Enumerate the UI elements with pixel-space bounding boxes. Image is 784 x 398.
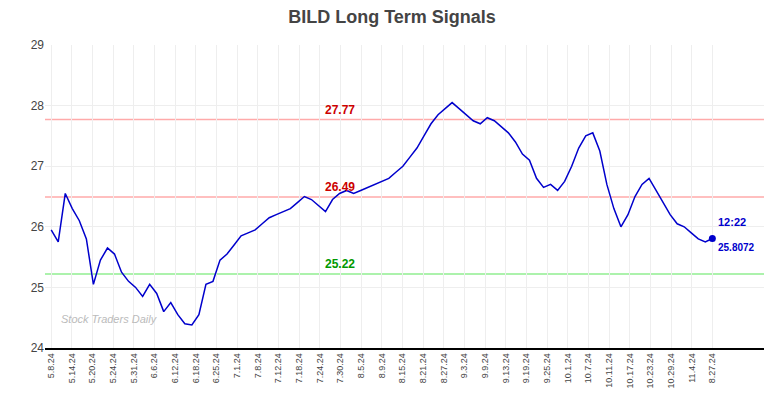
svg-text:8.9.24: 8.9.24 — [377, 353, 387, 378]
svg-text:5.8.24: 5.8.24 — [46, 353, 56, 378]
svg-text:24: 24 — [31, 341, 45, 355]
svg-text:6.12.24: 6.12.24 — [170, 353, 180, 383]
svg-text:10.17.24: 10.17.24 — [625, 353, 635, 388]
svg-text:25.8072: 25.8072 — [718, 242, 755, 253]
svg-text:9.3.24: 9.3.24 — [459, 353, 469, 378]
svg-text:5.31.24: 5.31.24 — [129, 353, 139, 383]
svg-text:Stock Traders Daily: Stock Traders Daily — [61, 313, 158, 325]
svg-text:7.18.24: 7.18.24 — [294, 353, 304, 383]
svg-text:6.18.24: 6.18.24 — [191, 353, 201, 383]
svg-text:BILD Long Term Signals: BILD Long Term Signals — [288, 7, 496, 27]
svg-text:8.27.24: 8.27.24 — [707, 353, 717, 383]
svg-text:28: 28 — [31, 99, 45, 113]
svg-text:26: 26 — [31, 220, 45, 234]
svg-text:25.22: 25.22 — [325, 257, 355, 271]
svg-text:5.20.24: 5.20.24 — [87, 353, 97, 383]
svg-text:9.25.24: 9.25.24 — [542, 353, 552, 383]
svg-text:7.30.24: 7.30.24 — [335, 353, 345, 383]
svg-text:5.14.24: 5.14.24 — [67, 353, 77, 383]
svg-text:27: 27 — [31, 159, 45, 173]
svg-text:10.7.24: 10.7.24 — [583, 353, 593, 383]
svg-text:29: 29 — [31, 38, 45, 52]
svg-text:9.19.24: 9.19.24 — [521, 353, 531, 383]
svg-text:7.1.24: 7.1.24 — [232, 353, 242, 378]
svg-text:6.25.24: 6.25.24 — [211, 353, 221, 383]
svg-text:7.8.24: 7.8.24 — [253, 353, 263, 378]
svg-text:8.27.24: 8.27.24 — [439, 353, 449, 383]
svg-text:9.13.24: 9.13.24 — [501, 353, 511, 383]
svg-text:5.24.24: 5.24.24 — [108, 353, 118, 383]
svg-text:8.15.24: 8.15.24 — [397, 353, 407, 383]
svg-text:27.77: 27.77 — [325, 103, 355, 117]
svg-text:12:22: 12:22 — [718, 216, 746, 228]
svg-text:10.29.24: 10.29.24 — [666, 353, 676, 388]
svg-text:9.9.24: 9.9.24 — [480, 353, 490, 378]
svg-text:7.12.24: 7.12.24 — [273, 353, 283, 383]
svg-text:11.4.24: 11.4.24 — [687, 353, 697, 382]
svg-text:26.49: 26.49 — [325, 180, 355, 194]
svg-text:10.1.24: 10.1.24 — [563, 353, 573, 383]
svg-text:8.5.24: 8.5.24 — [356, 353, 366, 378]
svg-text:6.6.24: 6.6.24 — [149, 353, 159, 378]
svg-text:10.11.24: 10.11.24 — [604, 353, 614, 387]
svg-text:25: 25 — [31, 281, 45, 295]
svg-text:8.21.24: 8.21.24 — [418, 353, 428, 383]
svg-text:7.24.24: 7.24.24 — [315, 353, 325, 383]
svg-text:10.23.24: 10.23.24 — [645, 353, 655, 388]
